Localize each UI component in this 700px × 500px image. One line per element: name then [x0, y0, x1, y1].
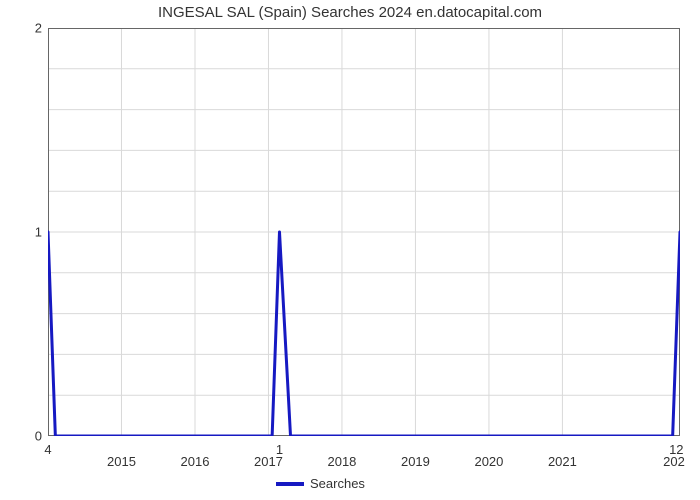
chart-title: INGESAL SAL (Spain) Searches 2024 en.dat… — [0, 4, 700, 21]
point-label: 1 — [276, 442, 283, 457]
x-tick-label: 2019 — [401, 454, 430, 469]
legend-swatch — [276, 482, 304, 486]
plot-area — [48, 28, 680, 436]
y-tick-label: 1 — [35, 225, 42, 240]
y-tick-label: 0 — [35, 429, 42, 444]
x-tick-label: 2020 — [474, 454, 503, 469]
point-label: 4 — [44, 442, 51, 457]
x-tick-label: 2015 — [107, 454, 136, 469]
legend: Searches — [276, 476, 365, 491]
chart-svg — [48, 28, 680, 436]
point-label: 12 — [669, 442, 683, 457]
x-tick-label: 2018 — [327, 454, 356, 469]
series-line — [48, 232, 680, 436]
x-tick-label: 2016 — [181, 454, 210, 469]
legend-label: Searches — [310, 476, 365, 491]
x-tick-label: 2021 — [548, 454, 577, 469]
y-tick-label: 2 — [35, 21, 42, 36]
